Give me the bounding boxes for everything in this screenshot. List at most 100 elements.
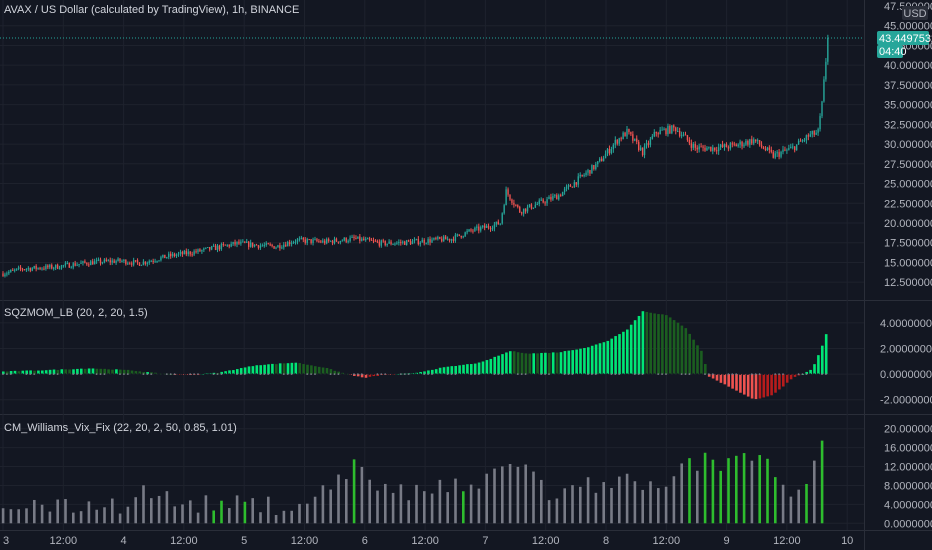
vix-bar (134, 497, 137, 524)
sqz-dot (13, 373, 16, 376)
sqz-dot (513, 373, 515, 376)
candle-body (257, 245, 260, 248)
sqz-dot (310, 373, 312, 376)
candle-body (667, 126, 669, 135)
sqz-dot (665, 373, 667, 376)
sqz-dot (805, 373, 808, 376)
candle-body (608, 148, 611, 154)
sqz-bar (278, 363, 282, 375)
candle-body (817, 129, 819, 133)
candle-body (312, 239, 314, 243)
candle-body (222, 244, 225, 246)
sqz-dot (173, 373, 176, 376)
candle-body (546, 199, 548, 204)
candle-body (355, 238, 357, 240)
candle-body (524, 208, 527, 212)
candle-body (567, 185, 570, 187)
sqz-bar (723, 374, 727, 385)
sqz-bar (532, 353, 535, 375)
sqz-dot (427, 373, 429, 376)
price-axes[interactable]: 45.0000000042.5000000040.0000000037.5000… (877, 1, 932, 530)
sqz-dot (821, 373, 823, 376)
currency-badge[interactable] (902, 6, 928, 20)
sqz-bar (668, 317, 672, 375)
candle-body (265, 243, 267, 246)
vix-bar (805, 483, 808, 524)
sqz-dot (107, 373, 110, 376)
sqz-bar (87, 368, 91, 375)
sqz-dot (87, 373, 90, 376)
sqz-dot (602, 373, 605, 376)
candle-body (706, 147, 708, 151)
sqz-bar (372, 374, 376, 377)
sqz-bar (567, 350, 571, 375)
sqz-bar (473, 363, 477, 375)
candle-body (425, 243, 427, 245)
candle-body (68, 263, 70, 268)
candle-body (6, 273, 8, 275)
candle-body (404, 241, 406, 245)
sqz-bar (220, 371, 223, 375)
vix-bar (251, 498, 254, 524)
time-axis[interactable]: 3 12:00 4 12:00 5 12:00 6 12:00 7 12:00 8 12:00 9 12:… (3, 535, 853, 547)
sqz-dot (165, 373, 168, 376)
price-pane[interactable] (0, 34, 864, 278)
sqz-dot (610, 373, 613, 376)
candle-body (698, 146, 700, 150)
sqz-bar (512, 351, 516, 375)
candle-body (90, 261, 92, 266)
candle-body (622, 132, 624, 140)
candle-body (144, 261, 147, 264)
sqz-dot (68, 373, 71, 376)
sqz-dot (64, 373, 67, 376)
candle-body (536, 203, 538, 205)
candle-body (64, 263, 67, 266)
sqz-dot (614, 373, 617, 376)
vix-bar (430, 493, 434, 524)
candle-body (677, 130, 679, 132)
candle-body (392, 244, 394, 246)
candle-body (554, 195, 556, 197)
vix-bar (789, 496, 793, 524)
candle-body (210, 246, 213, 250)
sqz-bar (325, 367, 329, 375)
sqz-bar (286, 363, 290, 375)
candle-body (770, 149, 772, 152)
candle-body (696, 147, 698, 150)
sqz-dot (571, 373, 574, 376)
candle-body (517, 205, 519, 208)
vix-bar (181, 504, 184, 524)
candle-body (372, 240, 375, 242)
candle-body (296, 239, 299, 242)
williams-vix-fix-pane[interactable] (1, 440, 824, 524)
price-tick-label: 32.50000000 (884, 119, 932, 131)
sqz-bar (477, 362, 481, 375)
candle-body (600, 158, 603, 162)
candle-body (497, 221, 499, 225)
sqz-dot (208, 373, 211, 376)
sqz-bar (438, 367, 442, 375)
sqz-bar (770, 374, 773, 396)
sqz-momentum-pane[interactable] (2, 311, 828, 400)
sqz-dot (431, 373, 433, 376)
sqz-dot (142, 373, 145, 376)
sqz-dot (704, 373, 706, 376)
candle-body (530, 204, 533, 209)
candle-body (287, 242, 289, 247)
vix-bar (508, 463, 512, 524)
candle-body (234, 241, 236, 245)
candle-body (610, 149, 613, 154)
candle-body (454, 234, 457, 241)
sqz-dot (220, 373, 223, 376)
sqz-dot (333, 373, 336, 376)
candle-body (805, 135, 808, 141)
sqz-dot (181, 373, 184, 376)
candle-body (242, 241, 244, 243)
candle-body (606, 148, 609, 154)
vix-bar (711, 459, 715, 524)
sqz-bar (684, 328, 688, 375)
candle-body (417, 238, 420, 245)
sqz-bar (271, 363, 274, 375)
